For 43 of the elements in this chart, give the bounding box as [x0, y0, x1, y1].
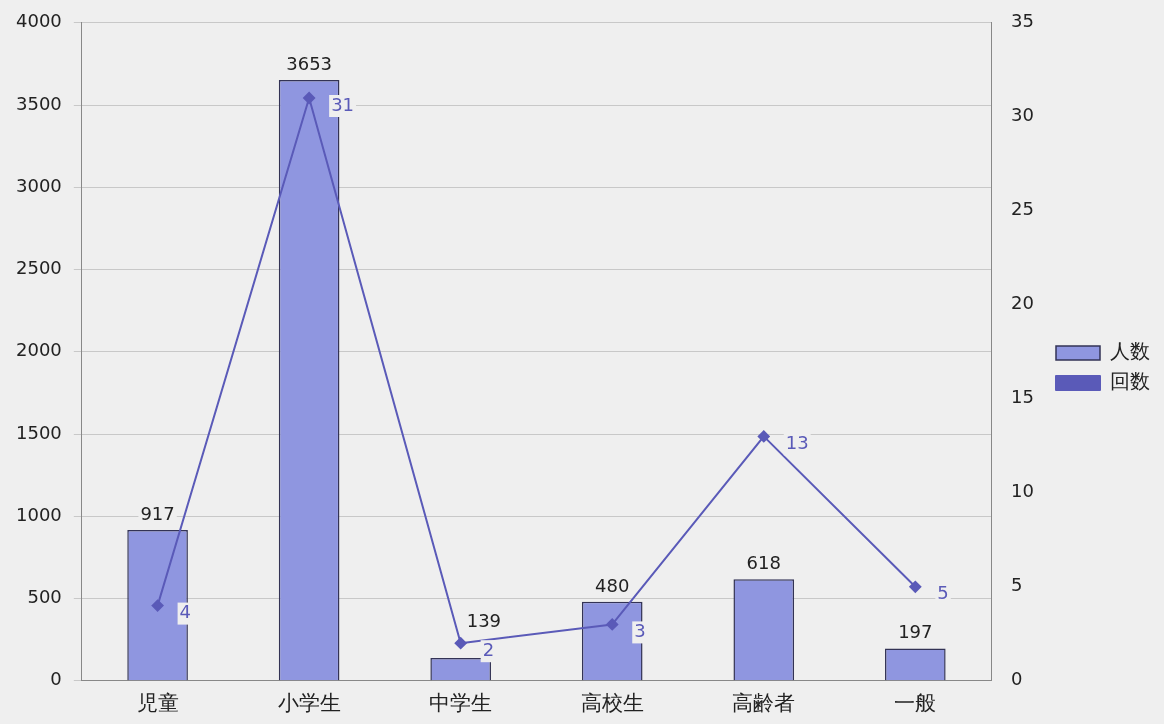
- legend-label: 人数: [1110, 339, 1150, 364]
- point: [454, 637, 467, 650]
- x-tick-label: 高齢者: [732, 690, 796, 715]
- y2-tick-label: 10: [1011, 480, 1034, 502]
- y2-tick-label: 30: [1011, 104, 1034, 126]
- x-tick-label: 一般: [894, 690, 937, 715]
- x-tick-label: 高校生: [580, 690, 644, 715]
- x-tick-label: 児童: [136, 690, 179, 715]
- y2-tick-label: 5: [1011, 574, 1023, 596]
- data-label: 139: [466, 609, 502, 631]
- x-tick-label: 小学生: [277, 690, 341, 715]
- y-tick-label: 1000: [16, 503, 62, 525]
- x-tick-label: 中学生: [429, 690, 493, 715]
- data-label: 4: [179, 601, 192, 623]
- y2-tick-label: 20: [1011, 292, 1034, 314]
- point: [909, 580, 922, 593]
- data-label: 618: [746, 551, 781, 573]
- point: [151, 599, 164, 612]
- y-tick-label: 3000: [16, 174, 62, 196]
- point: [303, 92, 316, 104]
- data-label: 3653: [286, 52, 333, 74]
- data-label: 13: [785, 432, 809, 454]
- y-tick-label: 2000: [16, 339, 62, 361]
- y2-tick-label: 25: [1011, 198, 1034, 220]
- data-label: 480: [595, 574, 630, 596]
- y-tick-label: 1500: [16, 421, 62, 443]
- y2-tick-label: 0: [1011, 668, 1023, 690]
- data-label: 31: [331, 93, 355, 115]
- data-label: 3: [634, 620, 646, 642]
- data-label: 917: [140, 502, 175, 524]
- point: [606, 618, 619, 631]
- y2-tick-label: 15: [1011, 386, 1034, 408]
- y-tick-label: 0: [50, 668, 62, 690]
- y-tick-label: 4000: [16, 10, 62, 32]
- y-tick-label: 2500: [16, 257, 62, 279]
- data-label: 197: [898, 621, 933, 643]
- y-tick-label: 500: [27, 586, 62, 608]
- y-tick-label: 3500: [16, 92, 62, 114]
- data-label: 5: [937, 582, 949, 604]
- legend-label: 回数: [1110, 369, 1150, 394]
- y2-tick-label: 35: [1011, 10, 1034, 32]
- point: [757, 430, 770, 443]
- data-label: 2: [482, 638, 495, 660]
